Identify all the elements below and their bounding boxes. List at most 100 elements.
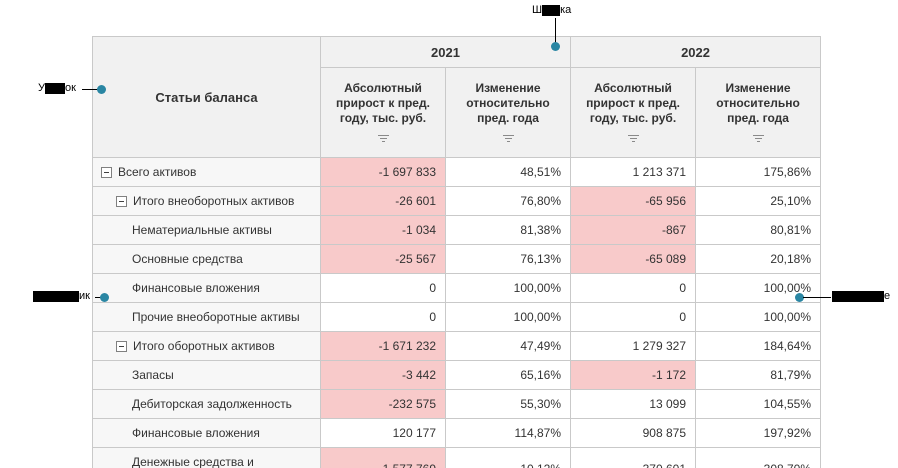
value-cell: 308,70% [695,447,822,468]
row-label: Запасы [92,360,321,390]
callout-corner-suffix: ок [65,82,76,94]
row-label-text: Основные средства [132,252,243,266]
callout-side-label: ик [33,291,90,302]
value-cell: 76,13% [444,244,572,274]
callout-dot [100,293,109,302]
row-label-text: Нематериальные активы [132,223,272,237]
row-label: Итого внеоборотных активов [92,186,321,216]
row-label: Основные средства [92,244,321,274]
column-header-text: Изменение относительно пред. года [466,81,550,125]
callout-line [555,18,556,43]
filter-icon[interactable] [377,134,390,143]
table-row: Прочие внеоборотные активы 0 100,00% 0 100,0… [92,302,822,332]
value-cell: -26 601 [320,186,446,216]
row-label: Всего активов [92,157,321,187]
table-row: Итого внеоборотных активов -26 601 76,80% -… [92,186,822,216]
row-label-text: Финансовые вложения [132,281,260,295]
row-label: Финансовые вложения [92,418,321,448]
value-cell: 197,92% [695,418,822,448]
value-cell: 65,16% [444,360,572,390]
callout-dot [97,85,106,94]
row-label-text: Финансовые вложения [132,426,260,440]
value-cell: -1 034 [320,215,446,245]
value-cell: 13 099 [570,389,697,419]
callout-line [803,297,831,298]
row-label: Дебиторская задолженность [92,389,321,419]
value-cell: 0 [570,273,697,303]
column-header-text: Абсолютный прирост к пред. году, тыс. ру… [586,81,680,125]
measure-header-row: Абсолютный прирост к пред. году, тыс. ру… [93,67,822,158]
table-row: Денежные средства и денежные эквиваленты… [92,447,822,468]
value-cell: 0 [320,302,446,332]
value-cell: 100,00% [444,302,572,332]
value-cell: 104,55% [695,389,822,419]
row-label: Денежные средства и денежные эквиваленты [92,447,321,468]
callout-corner-prefix: У [38,82,45,94]
value-cell: -1 671 232 [320,331,446,361]
callout-header-prefix: Ш [532,4,543,16]
value-cell: 120 177 [320,418,446,448]
redaction-box [33,291,79,302]
value-cell: -3 442 [320,360,446,390]
table-row: Итого оборотных активов -1 671 232 47,49% 1… [92,331,822,361]
value-cell: -1 577 769 [320,447,446,468]
callout-content-suffix: е [884,290,891,302]
row-label-text: Дебиторская задолженность [132,397,292,411]
value-cell: -25 567 [320,244,446,274]
value-cell: -867 [570,215,697,245]
table-row: Финансовые вложения 0 100,00% 0 100,00% [92,273,822,303]
value-cell: 20,18% [695,244,822,274]
value-cell: 47,49% [444,331,572,361]
column-header-2021-absolute: Абсолютный прирост к пред. году, тыс. ру… [320,67,446,158]
table-row: Запасы -3 442 65,16% -1 172 81,79% [92,360,822,390]
value-cell: 114,87% [444,418,572,448]
column-header-2021-change: Изменение относительно пред. года [444,67,572,158]
row-label-text: Итого внеоборотных активов [133,194,295,208]
callout-dot [795,293,804,302]
filter-icon[interactable] [752,134,765,143]
row-label: Нематериальные активы [92,215,321,245]
row-label-text: Всего активов [118,165,197,179]
value-cell: 1 279 327 [570,331,697,361]
table-row: Финансовые вложения 120 177 114,87% 908 875… [92,418,822,448]
column-header-2022-change: Изменение относительно пред. года [695,67,822,158]
value-cell: 10,12% [444,447,572,468]
value-cell: 80,81% [695,215,822,245]
balance-table: Статьи баланса 2021 2022 Абсолютный прир… [92,36,822,468]
filter-icon[interactable] [627,134,640,143]
row-label: Итого оборотных активов [92,331,321,361]
table-row: Всего активов -1 697 833 48,51% 1 213 371 17… [92,157,822,187]
callout-dot [551,42,560,51]
value-cell: -65 089 [570,244,697,274]
collapse-toggle-icon[interactable] [101,167,112,178]
value-cell: 100,00% [444,273,572,303]
table-body: Всего активов -1 697 833 48,51% 1 213 371 17… [92,157,822,468]
corner-header: Статьи баланса [92,36,321,158]
callout-header-suffix: ка [560,4,572,16]
value-cell: 25,10% [695,186,822,216]
value-cell: 0 [570,302,697,332]
redaction-box [45,83,65,94]
value-cell: -1 697 833 [320,157,446,187]
column-header-text: Абсолютный прирост к пред. году, тыс. ру… [336,81,430,125]
redaction-box [832,291,884,302]
value-cell: -1 172 [570,360,697,390]
year-header-row: Статьи баланса 2021 2022 [92,36,822,158]
column-header-2022-absolute: Абсолютный прирост к пред. году, тыс. ру… [570,67,697,158]
year-header-2022: 2022 [570,36,822,68]
value-cell: 76,80% [444,186,572,216]
value-cell: 370 601 [570,447,697,468]
filter-icon[interactable] [502,134,515,143]
collapse-toggle-icon[interactable] [116,341,127,352]
collapse-toggle-icon[interactable] [116,196,127,207]
value-cell: 48,51% [444,157,572,187]
value-cell: 0 [320,273,446,303]
callout-line [95,297,101,298]
row-label-text: Запасы [132,368,174,382]
value-cell: 175,86% [695,157,822,187]
callout-line [82,89,98,90]
table-row: Нематериальные активы -1 034 81,38% -867 80,… [92,215,822,245]
